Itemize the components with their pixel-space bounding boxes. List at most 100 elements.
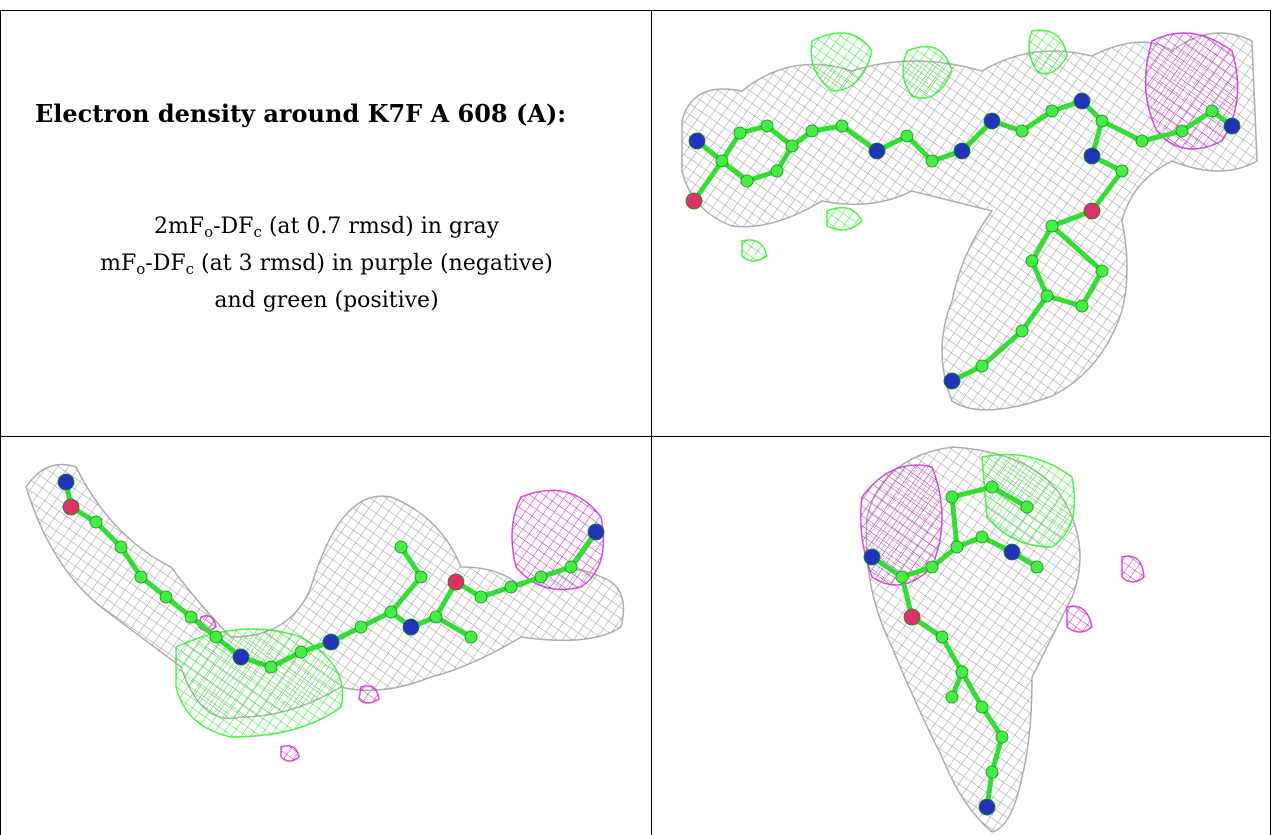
view2-atom [414,570,428,584]
view2-atom [354,620,368,634]
view1-atom [805,124,819,138]
green-density-mesh [902,45,953,99]
view1-atom [1083,147,1101,165]
green-density-mesh [810,32,873,92]
view2-atom [134,570,148,584]
view2-atom [429,610,443,624]
view1-atom [943,372,961,390]
view3-atom [995,730,1009,744]
view1-bond [1029,223,1055,264]
view1-atom [925,154,939,168]
view2-atom [209,630,223,644]
view1-atom [770,164,784,178]
view1-atom [1015,324,1029,338]
figure-title: Electron density around K7F A 608 (A): [35,99,567,128]
view3-bond [989,484,1030,510]
view1-atom [835,119,849,133]
view1-atom [1095,114,1109,128]
view3-atom [985,765,999,779]
view1-atom [868,142,886,160]
view1-bond [979,328,1025,369]
view1-atom [1223,117,1241,135]
density-view-3 [651,436,1271,835]
view1-atom [688,132,706,150]
legend-line-2: mFo-DFc (at 3 rmsd) in purple (negative) [100,251,553,278]
view1-bond [1139,128,1185,144]
view1-atom [1095,264,1109,278]
view2-atom [504,580,518,594]
view1-atom [785,139,799,153]
view1-bond [1049,223,1105,274]
view1-atom [1045,104,1059,118]
view1-atom [760,119,774,133]
density-view-1-image [681,29,1258,411]
purple-density-mesh [511,489,605,591]
view3-atom [895,570,909,584]
view3-bond [949,484,995,500]
view2-bond [433,614,474,640]
view2-atom [322,633,340,651]
view1-atom [740,174,754,188]
view2-atom [394,540,408,554]
view2-atom [384,605,398,619]
purple-density-mesh [1121,555,1145,583]
view2-atom [89,515,103,529]
legend-line-1: 2mFo-DFc (at 0.7 rmsd) in gray [153,214,500,241]
view3-atom [950,540,964,554]
view2-atom [464,630,478,644]
legend-line-3: and green (positive) [214,288,439,313]
view1-atom [1015,124,1029,138]
density-view-1 [651,10,1271,436]
view3-bond [939,634,965,675]
caption-cell: Electron density around K7F A 608 (A): 2… [0,10,651,436]
view1-atom [1175,124,1189,138]
view2-atom [57,473,75,491]
view3-atom [1020,500,1034,514]
view2-atom [564,560,578,574]
view2-atom [159,590,173,604]
view1-atom [1205,104,1219,118]
view1-atom [953,142,971,160]
purple-density-mesh [358,685,380,704]
density-view-2 [0,436,651,835]
view1-atom [1040,289,1054,303]
view2-atom [232,648,250,666]
green-density-mesh [741,239,768,262]
green-density-mesh [1028,29,1068,75]
view2-bond [388,574,424,615]
view1-atom [1025,254,1039,268]
view1-atom [983,112,1001,130]
view3-atom [955,665,969,679]
view3-atom [903,608,921,626]
green-density-mesh [826,206,863,231]
view3-atom [925,560,939,574]
view3-atom [1003,543,1021,561]
view1-atom [1045,219,1059,233]
view1-atom [1083,202,1101,220]
view1-atom [733,126,747,140]
view3-atom [945,690,959,704]
view1-bond [1079,268,1105,309]
view1-bond [1099,118,1145,144]
view2-atom [402,618,420,636]
view2-atom [534,570,548,584]
view1-atom [1075,299,1089,313]
view2-atom [62,498,80,516]
view1-bond [1019,293,1050,334]
view2-atom [447,573,465,591]
purple-density-mesh [280,745,300,762]
view3-atom [978,798,996,816]
view3-atom [985,480,999,494]
view2-atom [114,540,128,554]
view1-atom [900,129,914,143]
view3-bond [959,669,985,710]
view1-atom [715,154,729,168]
purple-density-mesh [1066,605,1093,633]
density-view-2-image [25,463,625,762]
view1-atom [1073,92,1091,110]
view1-atom [685,192,703,210]
density-view-3-image [860,446,1145,833]
view1-atom [975,359,989,373]
view1-atom [1135,134,1149,148]
